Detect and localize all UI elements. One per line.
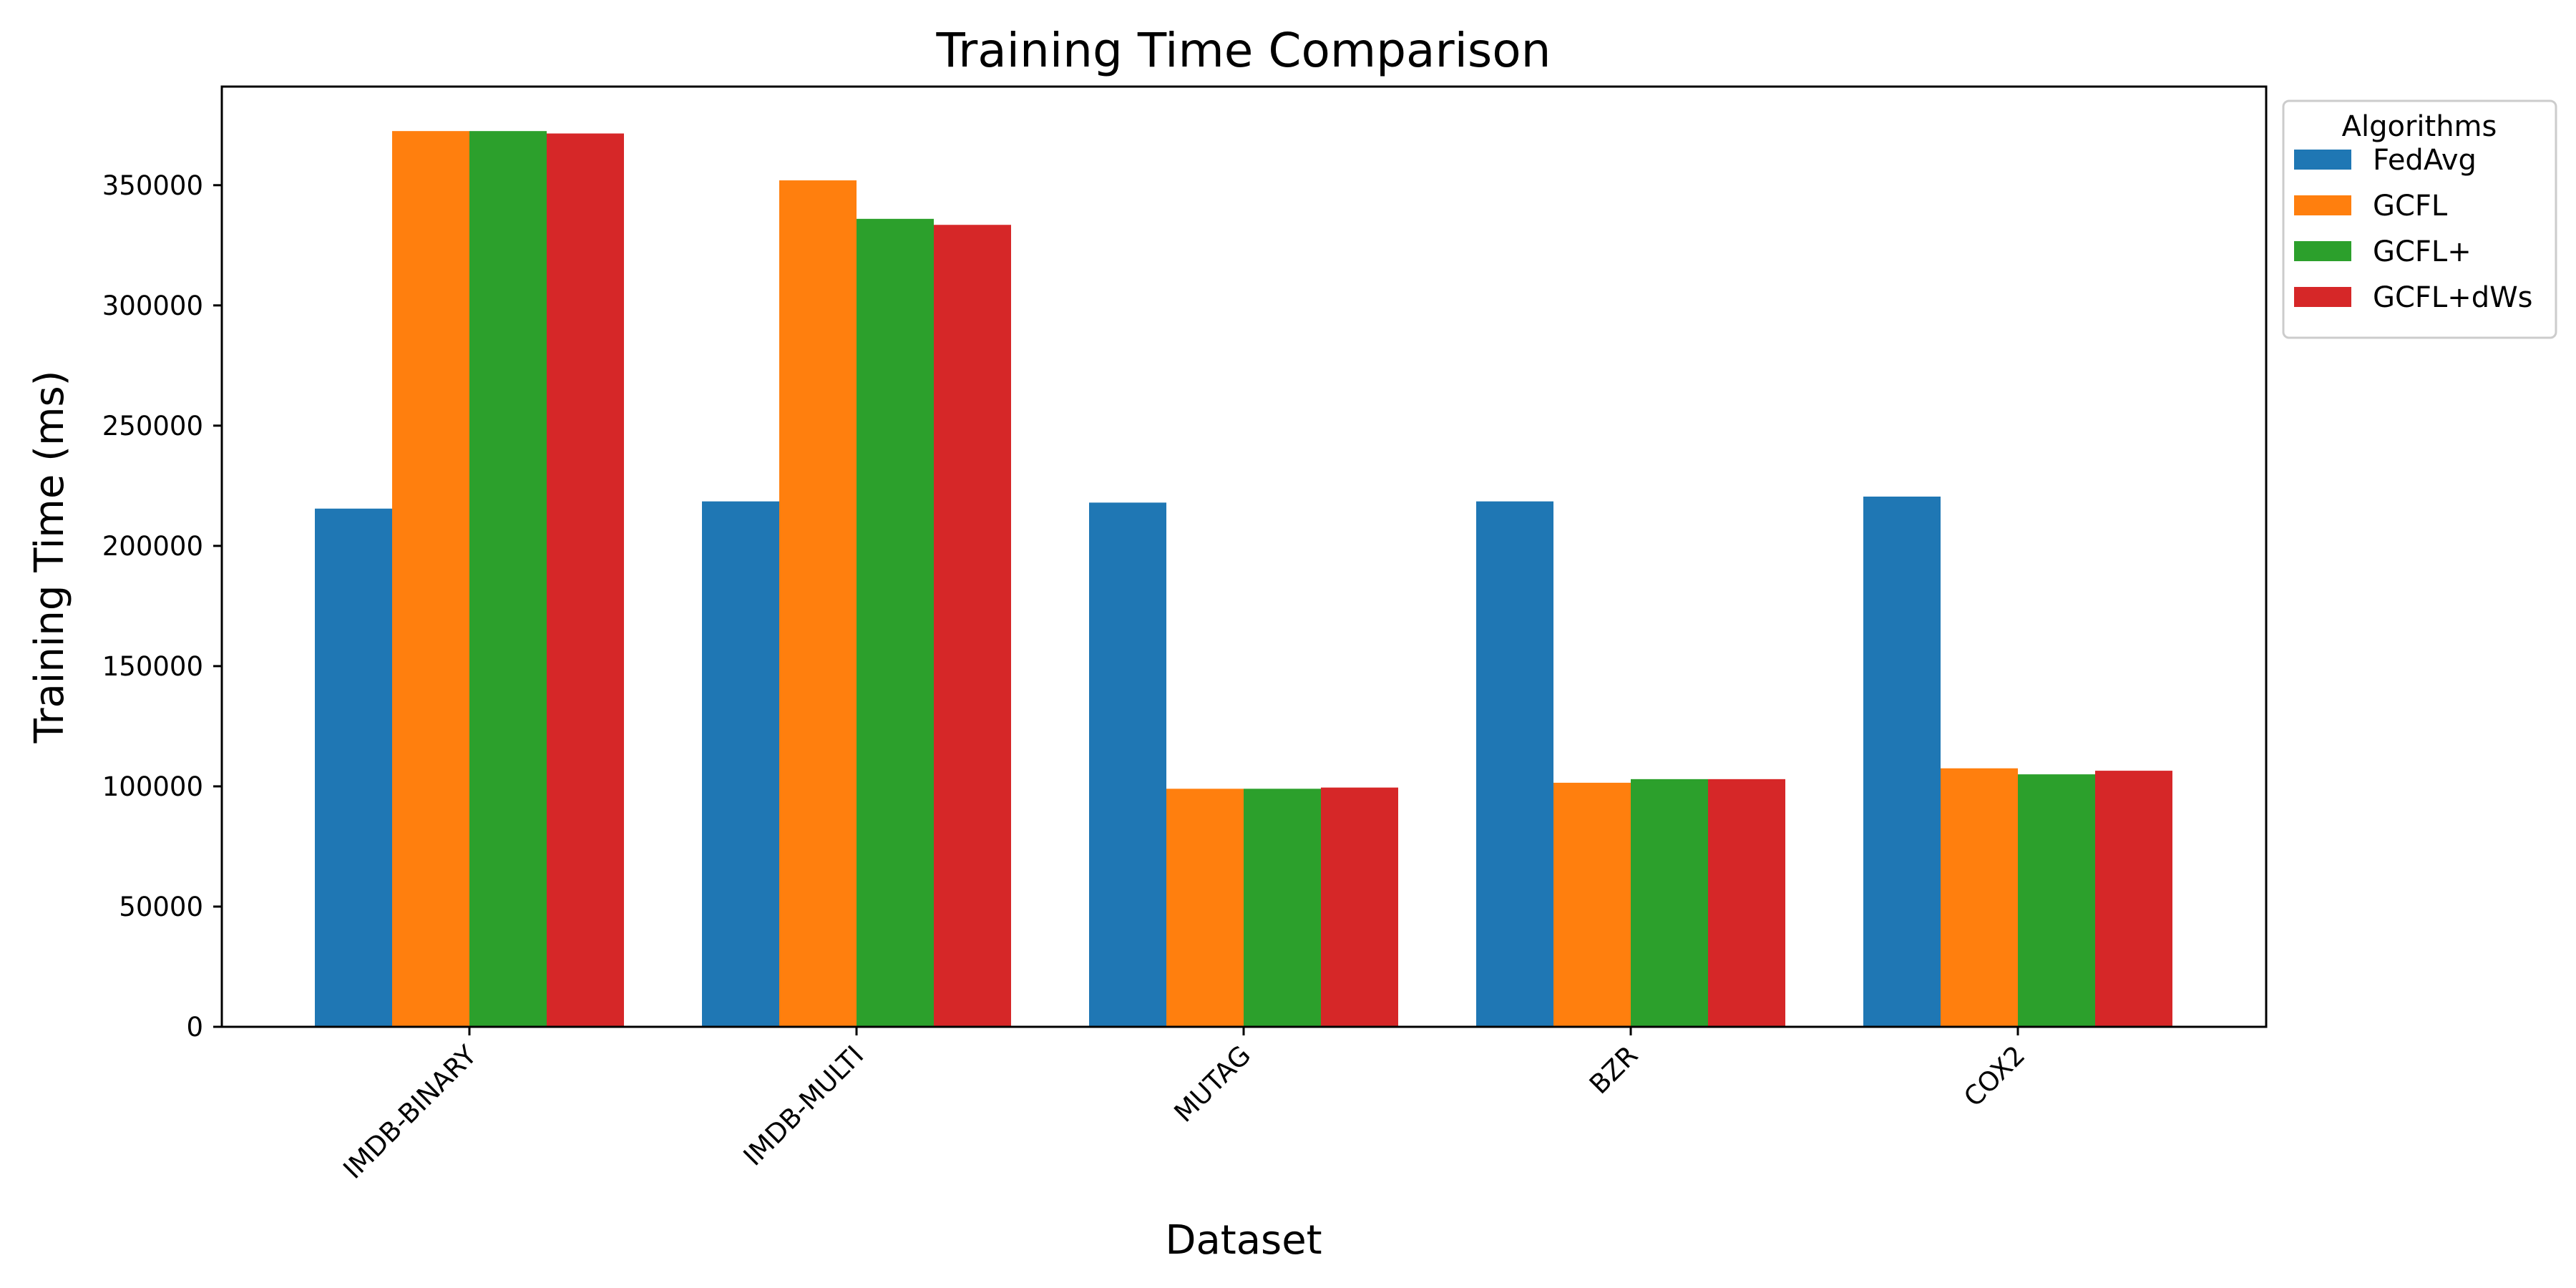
bars-layer bbox=[315, 131, 2172, 1028]
legend-label: GCFL+dWs bbox=[2373, 281, 2533, 314]
legend-swatch bbox=[2294, 241, 2351, 261]
bar-gcfl--bzr bbox=[1631, 779, 1708, 1027]
bar-fedavg-mutag bbox=[1089, 502, 1166, 1027]
chart-title: Training Time Comparison bbox=[935, 23, 1551, 78]
bar-gcfl-dws-mutag bbox=[1321, 787, 1398, 1027]
legend: Algorithms FedAvg GCFL GCFL+ GCFL+dWs bbox=[2282, 99, 2557, 339]
bar-gcfl--mutag bbox=[1244, 789, 1321, 1027]
bar-gcfl-dws-imdb-binary bbox=[547, 133, 624, 1027]
bar-gcfl--imdb-binary bbox=[469, 131, 547, 1027]
y-tick-label: 300000 bbox=[102, 291, 203, 321]
y-axis: 0 50000 100000 150000 200000 250000 300000 3500… bbox=[102, 170, 222, 1043]
y-tick-label: 350000 bbox=[102, 170, 203, 201]
legend-label: GCFL bbox=[2373, 190, 2448, 223]
legend-swatch bbox=[2294, 150, 2351, 170]
bar-gcfl--imdb-multi bbox=[857, 218, 934, 1028]
legend-items: FedAvg GCFL GCFL+ GCFL+dWs bbox=[2294, 144, 2533, 314]
y-tick-label: 250000 bbox=[102, 411, 203, 441]
bar-gcfl-dws-bzr bbox=[1708, 779, 1785, 1027]
bar-fedavg-cox2 bbox=[1863, 496, 1941, 1027]
y-tick-label: 150000 bbox=[102, 651, 203, 682]
bar-gcfl-imdb-binary bbox=[392, 131, 469, 1027]
bar-gcfl--cox2 bbox=[2018, 774, 2095, 1027]
bar-gcfl-cox2 bbox=[1941, 768, 2018, 1027]
y-tick-label: 200000 bbox=[102, 531, 203, 562]
bar-fedavg-bzr bbox=[1476, 501, 1553, 1027]
x-axis-title: Dataset bbox=[1165, 1217, 1322, 1264]
y-tick-label: 50000 bbox=[119, 892, 203, 922]
legend-frame bbox=[2282, 99, 2557, 339]
legend-swatch bbox=[2294, 195, 2351, 215]
y-tick-label: 0 bbox=[186, 1012, 203, 1043]
legend-label: GCFL+ bbox=[2373, 235, 2472, 268]
bar-gcfl-bzr bbox=[1553, 782, 1631, 1027]
bar-gcfl-mutag bbox=[1166, 789, 1244, 1027]
y-tick-label: 100000 bbox=[102, 771, 203, 802]
legend-label: FedAvg bbox=[2373, 144, 2477, 177]
bar-fedavg-imdb-binary bbox=[315, 508, 392, 1027]
legend-title: Algorithms bbox=[2342, 110, 2497, 143]
legend-swatch bbox=[2294, 287, 2351, 307]
bar-gcfl-dws-cox2 bbox=[2095, 771, 2172, 1027]
bar-fedavg-imdb-multi bbox=[702, 501, 779, 1027]
bar-gcfl-dws-imdb-multi bbox=[934, 225, 1011, 1027]
y-axis-title: Training Time (ms) bbox=[26, 370, 73, 743]
bar-gcfl-imdb-multi bbox=[779, 180, 857, 1027]
